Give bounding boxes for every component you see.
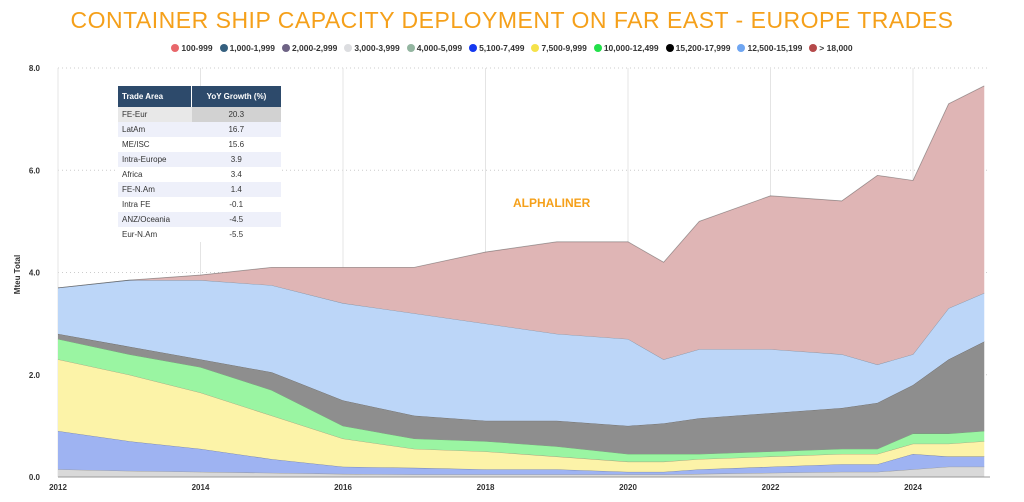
legend-dot-icon	[593, 44, 602, 52]
legend-item[interactable]: 12,500-15,199	[737, 43, 802, 53]
table-row[interactable]: Eur-N.Am -5.5	[118, 227, 281, 242]
yoy-growth-cell: 1.4	[191, 182, 281, 197]
y-tick-label: 4.0	[29, 269, 41, 278]
legend-dot-icon	[809, 44, 818, 52]
trade-area-cell: LatAm	[118, 122, 192, 137]
area-series-6	[58, 85, 985, 365]
legend-label: 7,500-9,999	[541, 43, 587, 53]
legend-item[interactable]: 1,000-1,999	[219, 43, 275, 53]
yoy-growth-cell: 3.9	[191, 152, 281, 167]
x-tick-label: 2016	[334, 483, 352, 492]
legend-label: 15,200-17,999	[675, 43, 731, 53]
yoy-growth-table: Trade Area YoY Growth (%) FE-Eur 20.3 LatA…	[118, 86, 281, 242]
legend-label: 2,000-2,999	[291, 43, 338, 53]
area-series-3	[58, 338, 985, 462]
legend-item[interactable]: 10,000-12,499	[593, 43, 659, 53]
trade-area-cell: Intra FE	[122, 200, 151, 209]
alphaliner-watermark: ALPHALINER	[513, 196, 591, 210]
legend-label: 10,000-12,499	[603, 43, 659, 53]
legend-dot-icon	[665, 44, 674, 52]
table-row[interactable]: Intra FE -0.1	[118, 197, 281, 212]
table-row[interactable]: Intra-Europe 3.9	[118, 152, 281, 167]
x-tick-label: 2014	[192, 483, 210, 492]
legend-item[interactable]: 7,500-9,999	[531, 43, 587, 53]
yoy-growth-cell: 20.3	[191, 107, 281, 122]
legend-item[interactable]: 4,000-5,099	[406, 43, 463, 53]
legend-label: 12,500-15,199	[747, 43, 803, 53]
legend-item[interactable]: > 18,000	[809, 43, 853, 53]
y-tick-label: 6.0	[29, 166, 41, 175]
y-axis-label: Mteu Total	[13, 254, 23, 295]
table-row[interactable]: FE-N.Am 1.4	[118, 182, 281, 197]
yoy-growth-cell: -5.5	[229, 230, 244, 239]
legend-dot-icon	[531, 44, 540, 52]
trade-area-cell: FE-N.Am	[118, 182, 192, 197]
trade-area-cell: Africa	[122, 170, 143, 179]
series-line-6	[57, 85, 985, 289]
legend-item[interactable]: 3,000-3,999	[344, 43, 400, 53]
area-series-2	[58, 359, 985, 472]
legend-label: 100-999	[181, 43, 213, 53]
legend-dot-icon	[344, 44, 353, 52]
legend-label: 4,000-5,099	[416, 43, 463, 53]
area-series-5	[58, 280, 985, 426]
legend: 100-999 1,000-1,999 2,000-2,999 3,000-3,999…	[10, 43, 1014, 53]
area-series-1	[58, 430, 985, 475]
table-row[interactable]: Africa 3.4	[118, 167, 281, 182]
table-row[interactable]: FE-Eur 20.3	[118, 107, 281, 122]
legend-dot-icon	[406, 44, 415, 52]
legend-item[interactable]: 5,100-7,499	[469, 43, 524, 53]
yoy-growth-cell: -4.5	[191, 212, 281, 227]
trade-area-cell: ME/ISC	[122, 140, 150, 149]
legend-dot-icon	[737, 44, 746, 52]
legend-dot-icon	[219, 44, 228, 52]
yoy-growth-cell: -0.1	[229, 200, 244, 209]
table-row[interactable]: ME/ISC 15.6	[118, 137, 281, 152]
legend-label: 1,000-1,999	[229, 43, 275, 53]
legend-dot-icon	[469, 44, 478, 52]
yoy-growth-cell: 15.6	[228, 140, 245, 149]
area-series-4	[58, 333, 985, 454]
column-header-yoy-growth[interactable]: YoY Growth (%)	[191, 86, 281, 107]
legend-label: > 18,000	[819, 43, 853, 53]
legend-item[interactable]: 2,000-2,999	[281, 43, 338, 53]
x-tick-label: 2012	[49, 483, 67, 492]
trade-area-cell: Eur-N.Am	[122, 230, 158, 239]
trade-area-cell: ANZ/Oceania	[118, 212, 192, 227]
y-tick-label: 8.0	[29, 64, 41, 73]
legend-dot-icon	[171, 44, 180, 52]
yoy-growth-cell: 16.7	[191, 122, 281, 137]
x-tick-label: 2018	[477, 483, 495, 492]
column-header-trade-area[interactable]: Trade Area	[118, 86, 192, 107]
trade-area-cell: Intra-Europe	[118, 152, 192, 167]
x-tick-label: 2024	[904, 483, 922, 492]
area-series-0	[58, 466, 985, 477]
legend-item[interactable]: 15,200-17,999	[665, 43, 731, 53]
trade-area-cell: FE-Eur	[118, 107, 192, 122]
x-tick-label: 2022	[762, 483, 780, 492]
y-tick-label: 2.0	[29, 371, 41, 380]
yoy-growth-cell: 3.4	[230, 170, 242, 179]
table-row[interactable]: ANZ/Oceania -4.5	[118, 212, 281, 227]
legend-item[interactable]: 100-999	[171, 43, 213, 53]
y-tick-label: 0.0	[29, 473, 41, 482]
x-tick-label: 2020	[619, 483, 637, 492]
legend-dot-icon	[281, 44, 290, 52]
chart-title: CONTAINER SHIP CAPACITY DEPLOYMENT ON FA…	[70, 7, 954, 33]
legend-label: 5,100-7,499	[479, 43, 525, 53]
table-row[interactable]: LatAm 16.7	[118, 122, 281, 137]
legend-label: 3,000-3,999	[354, 43, 400, 53]
